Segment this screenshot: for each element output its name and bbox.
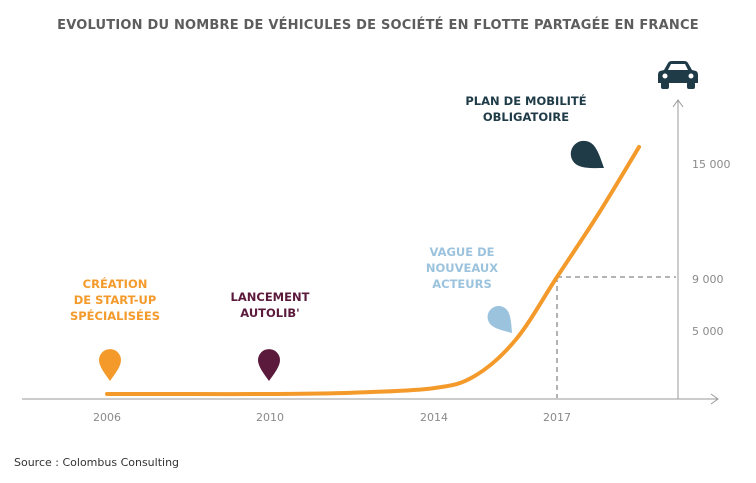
chart-title: EVOLUTION DU NOMBRE DE VÉHICULES DE SOCI… [57, 18, 699, 33]
pin-autolib-icon-shape [258, 349, 280, 381]
car-wheel-left [661, 82, 669, 89]
x-axis-arrow [710, 393, 719, 405]
annotation-creation-label: DE START-UP [74, 293, 157, 307]
pin-plan-icon [570, 140, 604, 169]
x-tick-label: 2010 [256, 411, 284, 424]
y-tick-label: 15 000 [692, 158, 731, 171]
pin-vague-icon-shape [487, 306, 512, 333]
annotation-creation-label: SPÉCIALISÉES [70, 308, 160, 323]
annotation-autolib-label: AUTOLIB' [240, 306, 299, 320]
car-headlight-right [688, 73, 694, 79]
annotation-vague-label: ACTEURS [432, 277, 492, 291]
x-tick-label: 2006 [93, 411, 121, 424]
source-note: Source : Colombus Consulting [14, 456, 180, 469]
annotation-vague-label: VAGUE DE [429, 245, 494, 259]
y-axis-arrow [672, 99, 684, 108]
pin-vague-icon [487, 306, 512, 333]
pin-creation-icon [99, 349, 121, 381]
annotation-autolib-label: LANCEMENT [231, 290, 310, 304]
x-tick-label: 2017 [543, 411, 571, 424]
annotation-plan-label: PLAN DE MOBILITÉ [465, 93, 586, 108]
car-headlight-left [662, 73, 668, 79]
annotation-plan-label: OBLIGATOIRE [483, 110, 569, 124]
annotation-vague-label: NOUVEAUX [426, 261, 498, 275]
annotation-creation-label: CRÉATION [83, 276, 148, 291]
car-wheel-right [687, 82, 695, 89]
car-body [658, 61, 698, 83]
y-tick-label: 5 000 [692, 325, 724, 338]
pin-creation-icon-shape [99, 349, 121, 381]
car-icon [658, 61, 698, 89]
pin-plan-icon-shape [570, 140, 604, 169]
x-tick-label: 2014 [420, 411, 448, 424]
series-line [105, 145, 641, 397]
y-tick-label: 9 000 [692, 273, 724, 286]
pin-autolib-icon [258, 349, 280, 381]
car-windshield [668, 64, 688, 70]
